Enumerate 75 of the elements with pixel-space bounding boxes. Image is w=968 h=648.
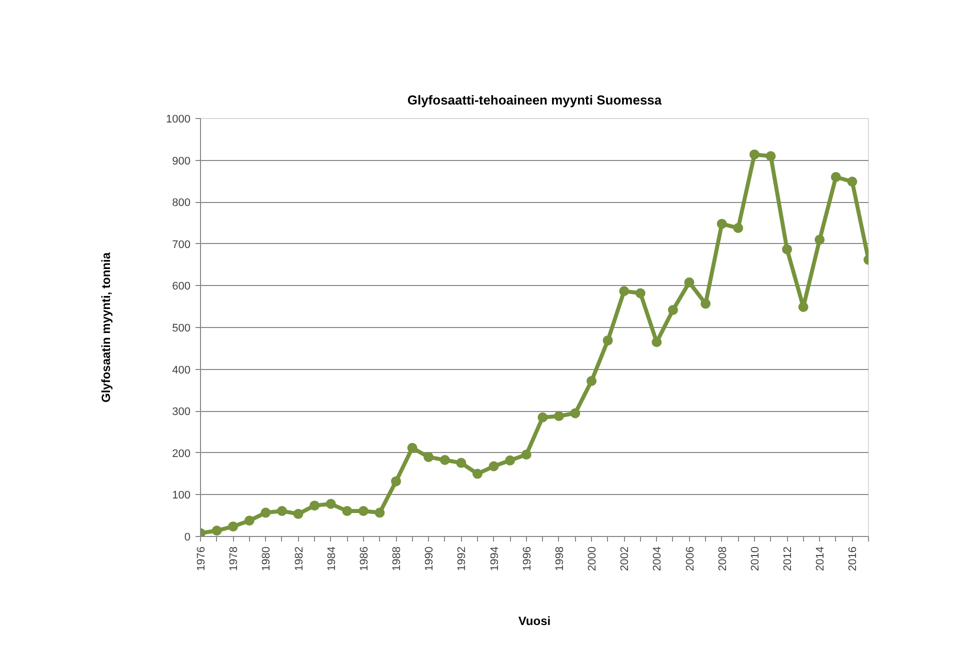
- point: [684, 277, 694, 288]
- point: [326, 498, 336, 509]
- point: [440, 455, 450, 465]
- point: [342, 506, 352, 516]
- x-tick-label: 1996: [521, 546, 534, 571]
- y-axis-title: Glyfosaatin myynti, tonnia: [99, 252, 114, 403]
- point: [814, 234, 825, 245]
- y-tick-label: 0: [184, 532, 191, 544]
- point: [391, 476, 402, 486]
- point: [505, 455, 516, 466]
- point: [276, 506, 287, 516]
- y-tick-label: 200: [172, 448, 191, 460]
- x-tick-label: 2014: [814, 546, 827, 571]
- point: [766, 151, 776, 162]
- x-tick-label: 1984: [326, 546, 338, 571]
- point: [847, 176, 858, 187]
- point: [293, 508, 304, 519]
- x-tick-label: 1986: [358, 546, 370, 571]
- x-axis-title: Vuosi: [518, 614, 551, 628]
- point: [619, 286, 630, 296]
- point: [244, 516, 254, 526]
- point: [749, 149, 760, 160]
- point: [716, 218, 727, 229]
- point: [472, 468, 482, 479]
- point: [733, 223, 744, 234]
- point: [538, 412, 548, 422]
- y-tick-label: 100: [172, 490, 191, 502]
- x-tick-label: 1976: [196, 546, 208, 571]
- y-tick-label: 600: [172, 280, 191, 293]
- point: [521, 450, 532, 460]
- point: [407, 442, 418, 453]
- point: [310, 500, 320, 511]
- y-tick-label: 500: [172, 322, 191, 334]
- x-tick-label: 1978: [228, 546, 240, 571]
- point: [635, 288, 646, 298]
- point: [228, 521, 238, 532]
- y-tick-label: 1000: [166, 114, 191, 126]
- point: [798, 302, 808, 312]
- point: [358, 506, 368, 516]
- point: [830, 172, 841, 182]
- x-tick-label: 2008: [716, 546, 729, 571]
- y-tick-label: 800: [172, 197, 191, 210]
- x-tick-label: 1980: [260, 546, 273, 571]
- point: [652, 337, 662, 348]
- point: [586, 376, 597, 386]
- point: [602, 335, 613, 346]
- x-tick-label: 1994: [488, 546, 501, 571]
- y-tick-label: 300: [172, 406, 191, 418]
- point: [456, 458, 466, 468]
- point: [212, 526, 222, 536]
- point: [374, 508, 385, 518]
- x-tick-label: 1988: [391, 546, 404, 571]
- y-tick-label: 900: [172, 155, 191, 168]
- point: [668, 304, 678, 315]
- x-tick-label: 2000: [586, 546, 599, 571]
- point: [424, 452, 434, 462]
- x-tick-label: 2016: [847, 546, 860, 571]
- x-tick-label: 1990: [424, 546, 436, 571]
- point: [782, 244, 792, 254]
- point: [554, 411, 564, 422]
- x-tick-label: 2002: [619, 546, 632, 571]
- point: [488, 461, 499, 472]
- y-tick-label: 700: [172, 238, 191, 251]
- point: [570, 408, 580, 418]
- x-tick-label: 2004: [652, 546, 664, 571]
- point: [260, 508, 271, 518]
- x-tick-label: 1998: [554, 546, 566, 571]
- point: [700, 298, 711, 309]
- x-tick-label: 2012: [782, 546, 794, 571]
- x-tick-label: 2010: [749, 546, 762, 571]
- x-tick-label: 2006: [684, 546, 696, 571]
- y-tick-label: 400: [172, 364, 191, 376]
- x-tick-label: 1992: [456, 546, 468, 571]
- chart-title: Glyfosaatti-tehoaineen myynti Suomessa: [407, 92, 662, 108]
- x-tick-label: 1982: [293, 546, 306, 571]
